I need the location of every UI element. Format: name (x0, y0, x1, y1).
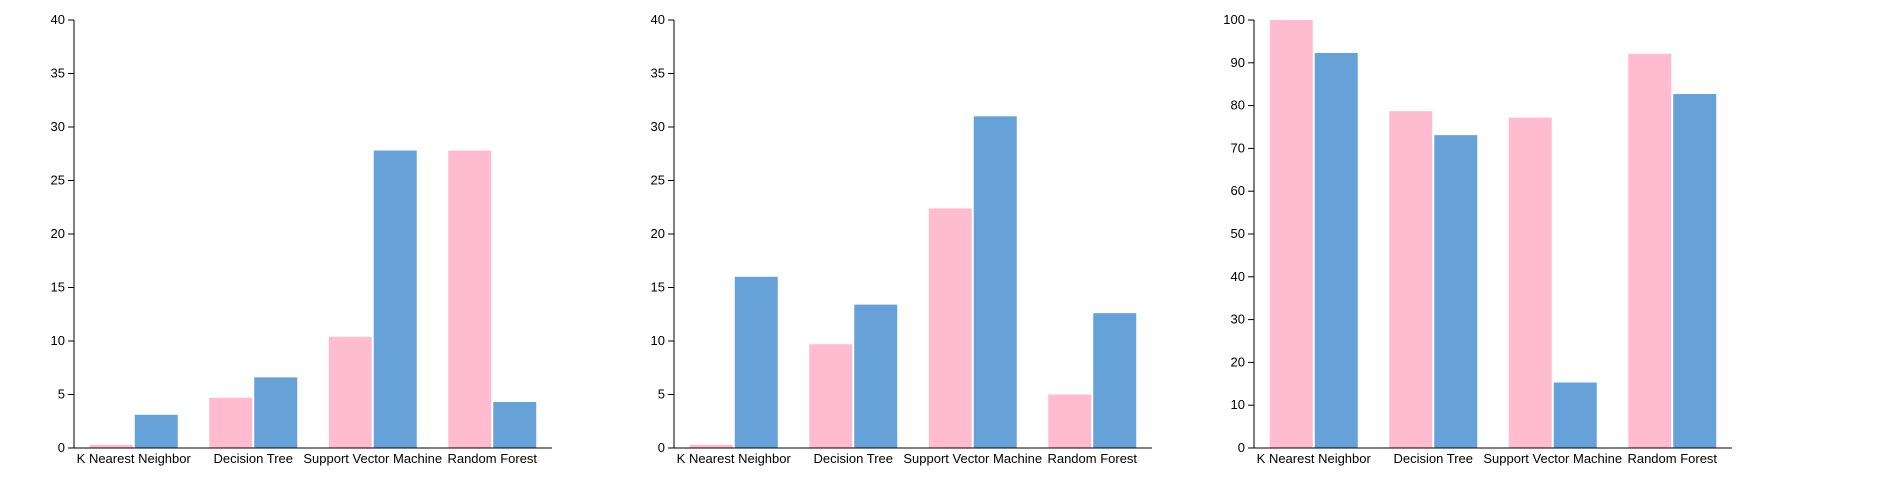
x-tick-label: Support Vector Machine (1483, 451, 1622, 466)
bar-blue-2 (373, 150, 417, 449)
bar-pink-0 (689, 444, 733, 448)
bar-blue-3 (1093, 313, 1137, 448)
y-tick-label: 20 (651, 226, 665, 241)
x-tick-label: Decision Tree (1394, 451, 1473, 466)
bar-pink-0 (89, 444, 133, 448)
bar-chart-2: K Nearest Neighbor Decision Tree Support V… (651, 12, 1152, 466)
bar-blue-0 (134, 414, 178, 448)
y-tick-label: 0 (658, 440, 665, 455)
y-tick-label: 60 (1231, 183, 1245, 198)
bar-pink-0 (1269, 20, 1313, 448)
x-tick-label: K Nearest Neighbor (677, 451, 792, 466)
y-tick-label: 80 (1231, 98, 1245, 113)
y-tick-label: 50 (1231, 226, 1245, 241)
bar-blue-2 (1553, 382, 1597, 448)
y-tick-label: 30 (1231, 312, 1245, 327)
y-tick-label: 25 (651, 173, 665, 188)
bar-blue-3 (1673, 94, 1717, 448)
y-tick-label: 10 (1231, 397, 1245, 412)
y-tick-label: 30 (651, 119, 665, 134)
bar-pink-1 (1389, 111, 1433, 448)
y-tick-label: 10 (51, 333, 65, 348)
x-tick-label: Decision Tree (214, 451, 293, 466)
bar-blue-1 (854, 304, 898, 448)
bar-pink-3 (1628, 53, 1672, 448)
y-tick-label: 15 (51, 280, 65, 295)
bar-blue-1 (1434, 135, 1478, 448)
y-tick-label: 20 (51, 226, 65, 241)
y-tick-label: 100 (1223, 12, 1245, 27)
bar-pink-2 (1508, 117, 1552, 449)
bar-blue-0 (1314, 52, 1358, 449)
y-tick-label: 10 (651, 333, 665, 348)
y-tick-label: 35 (651, 66, 665, 81)
y-tick-label: 0 (58, 440, 65, 455)
y-tick-label: 15 (651, 280, 665, 295)
y-tick-label: 25 (51, 173, 65, 188)
bar-pink-2 (328, 336, 372, 448)
bar-blue-0 (734, 276, 778, 448)
x-tick-label: K Nearest Neighbor (77, 451, 192, 466)
bar-chart-3: K Nearest Neighbor Decision Tree Support V… (1223, 12, 1732, 466)
bar-pink-3 (1048, 394, 1092, 448)
y-tick-label: 90 (1231, 55, 1245, 70)
y-tick-label: 40 (51, 12, 65, 27)
y-tick-label: 70 (1231, 140, 1245, 155)
bar-blue-3 (493, 401, 537, 448)
x-tick-label: K Nearest Neighbor (1257, 451, 1372, 466)
x-tick-label: Random Forest (447, 451, 537, 466)
x-tick-label: Support Vector Machine (903, 451, 1042, 466)
y-tick-label: 0 (1238, 440, 1245, 455)
y-tick-label: 5 (658, 387, 665, 402)
bar-blue-1 (254, 377, 298, 448)
y-tick-label: 30 (51, 119, 65, 134)
bar-pink-1 (809, 344, 853, 448)
bar-pink-1 (209, 397, 253, 448)
y-tick-label: 5 (58, 387, 65, 402)
y-tick-label: 40 (651, 12, 665, 27)
x-tick-label: Random Forest (1627, 451, 1717, 466)
y-tick-label: 40 (1231, 269, 1245, 284)
bar-pink-3 (448, 150, 492, 449)
bar-chart-1: K Nearest Neighbor Decision Tree Support V… (51, 12, 552, 466)
x-tick-label: Random Forest (1047, 451, 1137, 466)
x-tick-label: Decision Tree (814, 451, 893, 466)
bar-pink-2 (928, 208, 972, 448)
x-tick-label: Support Vector Machine (303, 451, 442, 466)
y-tick-label: 20 (1231, 354, 1245, 369)
bar-blue-2 (973, 116, 1017, 449)
y-tick-label: 35 (51, 66, 65, 81)
